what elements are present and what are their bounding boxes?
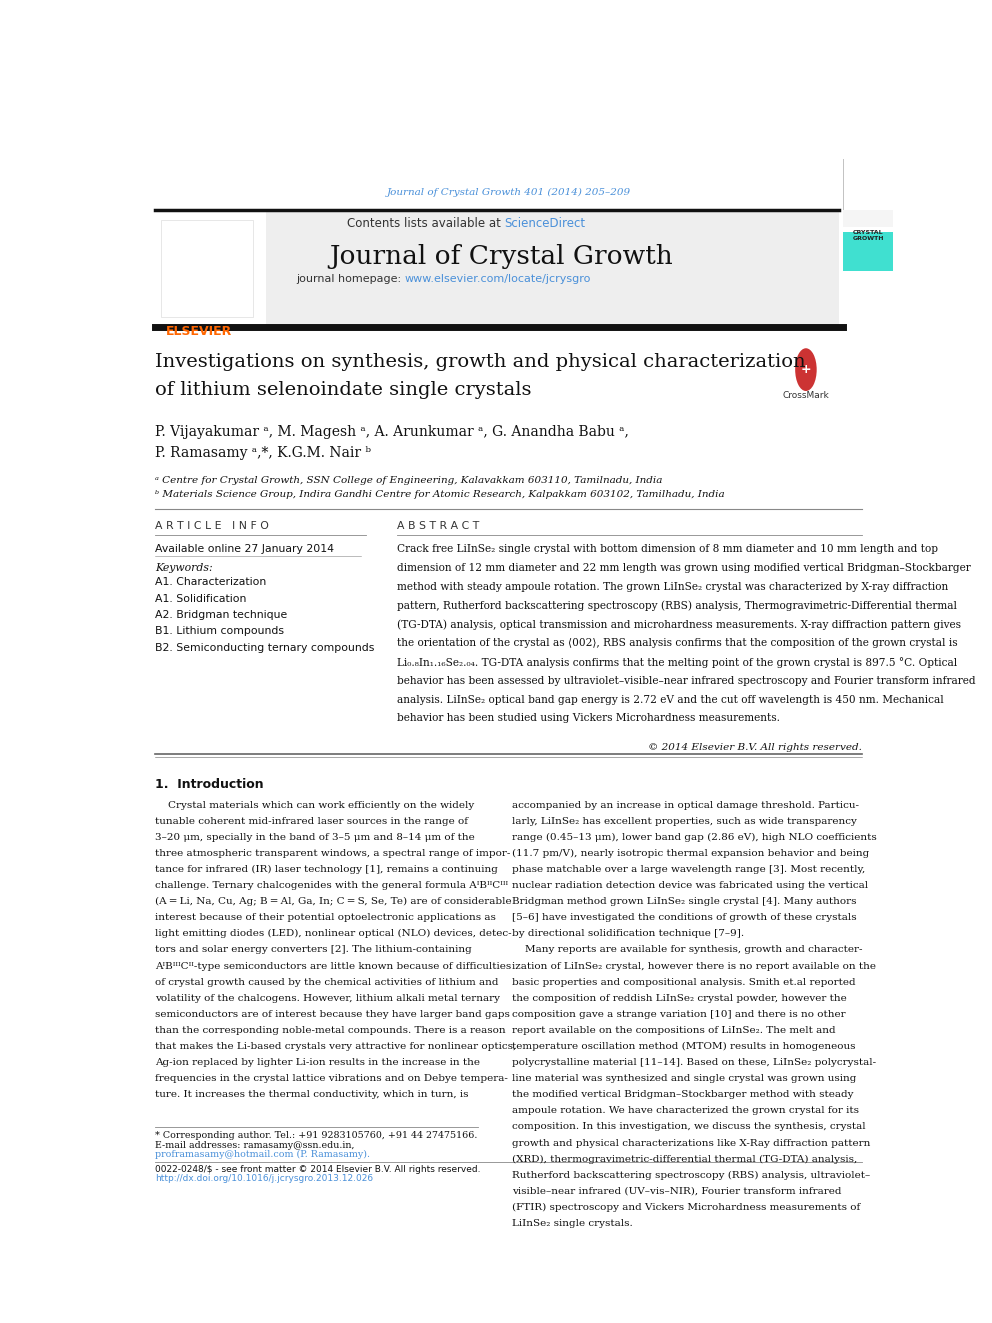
Text: ture. It increases the thermal conductivity, which in turn, is: ture. It increases the thermal conductiv… bbox=[155, 1090, 468, 1099]
Text: CrossMark: CrossMark bbox=[783, 392, 829, 400]
Text: ᵇ Materials Science Group, Indira Gandhi Centre for Atomic Research, Kalpakkam 6: ᵇ Materials Science Group, Indira Gandhi… bbox=[155, 490, 724, 499]
Text: phase matchable over a large wavelength range [3]. Most recently,: phase matchable over a large wavelength … bbox=[512, 865, 865, 875]
Text: that makes the Li-based crystals very attractive for nonlinear optics,: that makes the Li-based crystals very at… bbox=[155, 1043, 516, 1050]
Text: pattern, Rutherford backscattering spectroscopy (RBS) analysis, Thermogravimetri: pattern, Rutherford backscattering spect… bbox=[397, 601, 957, 611]
Text: growth and physical characterizations like X-Ray diffraction pattern: growth and physical characterizations li… bbox=[512, 1139, 871, 1147]
Text: P. Vijayakumar ᵃ, M. Magesh ᵃ, A. Arunkumar ᵃ, G. Anandha Babu ᵃ,: P. Vijayakumar ᵃ, M. Magesh ᵃ, A. Arunku… bbox=[155, 425, 629, 439]
Text: +: + bbox=[801, 363, 811, 376]
Text: www.elsevier.com/locate/jcrysgro: www.elsevier.com/locate/jcrysgro bbox=[405, 274, 591, 284]
Text: © 2014 Elsevier B.V. All rights reserved.: © 2014 Elsevier B.V. All rights reserved… bbox=[648, 744, 862, 753]
Text: CRYSTAL
GROWTH: CRYSTAL GROWTH bbox=[852, 230, 884, 241]
Text: Journal of Crystal Growth: Journal of Crystal Growth bbox=[328, 243, 673, 269]
Text: Rutherford backscattering spectroscopy (RBS) analysis, ultraviolet–: Rutherford backscattering spectroscopy (… bbox=[512, 1171, 871, 1180]
Text: temperature oscillation method (MTOM) results in homogeneous: temperature oscillation method (MTOM) re… bbox=[512, 1043, 856, 1050]
Text: 3–20 μm, specially in the band of 3–5 μm and 8–14 μm of the: 3–20 μm, specially in the band of 3–5 μm… bbox=[155, 832, 474, 841]
Text: 1.  Introduction: 1. Introduction bbox=[155, 778, 264, 791]
Bar bbox=[843, 271, 893, 283]
Text: A1. Solidification: A1. Solidification bbox=[155, 594, 246, 603]
Text: proframasamy@hotmail.com (P. Ramasamy).: proframasamy@hotmail.com (P. Ramasamy). bbox=[155, 1150, 370, 1159]
Text: [5–6] have investigated the conditions of growth of these crystals: [5–6] have investigated the conditions o… bbox=[512, 913, 857, 922]
Text: tors and solar energy converters [2]. The lithium-containing: tors and solar energy converters [2]. Th… bbox=[155, 946, 471, 954]
Text: tance for infrared (IR) laser technology [1], remains a continuing: tance for infrared (IR) laser technology… bbox=[155, 865, 498, 875]
Text: Ag-ion replaced by lighter Li-ion results in the increase in the: Ag-ion replaced by lighter Li-ion result… bbox=[155, 1058, 480, 1068]
Text: behavior has been assessed by ultraviolet–visible–near infrared spectroscopy and: behavior has been assessed by ultraviole… bbox=[397, 676, 975, 685]
Text: ᵃ Centre for Crystal Growth, SSN College of Engineering, Kalavakkam 603110, Tami: ᵃ Centre for Crystal Growth, SSN College… bbox=[155, 475, 662, 484]
Text: P. Ramasamy ᵃ,*, K.G.M. Nair ᵇ: P. Ramasamy ᵃ,*, K.G.M. Nair ᵇ bbox=[155, 446, 371, 460]
Text: by directional solidification technique [7–9].: by directional solidification technique … bbox=[512, 929, 744, 938]
Text: frequencies in the crystal lattice vibrations and on Debye tempera-: frequencies in the crystal lattice vibra… bbox=[155, 1074, 508, 1084]
Text: polycrystalline material [11–14]. Based on these, LiInSe₂ polycrystal-: polycrystalline material [11–14]. Based … bbox=[512, 1058, 876, 1068]
Text: the modified vertical Bridgman–Stockbarger method with steady: the modified vertical Bridgman–Stockbarg… bbox=[512, 1090, 854, 1099]
Bar bbox=[843, 209, 893, 228]
Text: A B S T R A C T: A B S T R A C T bbox=[397, 521, 479, 532]
Text: B1. Lithium compounds: B1. Lithium compounds bbox=[155, 626, 284, 636]
Text: http://dx.doi.org/10.1016/j.jcrysgro.2013.12.026: http://dx.doi.org/10.1016/j.jcrysgro.201… bbox=[155, 1175, 373, 1183]
Text: basic properties and compositional analysis. Smith et.al reported: basic properties and compositional analy… bbox=[512, 978, 856, 987]
Text: visible–near infrared (UV–vis–NIR), Fourier transform infrared: visible–near infrared (UV–vis–NIR), Four… bbox=[512, 1187, 842, 1196]
Text: method with steady ampoule rotation. The grown LiInSe₂ crystal was characterized: method with steady ampoule rotation. The… bbox=[397, 582, 948, 591]
Text: (FTIR) spectroscopy and Vickers Microhardness measurements of: (FTIR) spectroscopy and Vickers Microhar… bbox=[512, 1203, 860, 1212]
Text: A R T I C L E   I N F O: A R T I C L E I N F O bbox=[155, 521, 269, 532]
Text: range (0.45–13 μm), lower band gap (2.86 eV), high NLO coefficients: range (0.45–13 μm), lower band gap (2.86… bbox=[512, 832, 877, 841]
Text: B2. Semiconducting ternary compounds: B2. Semiconducting ternary compounds bbox=[155, 643, 374, 652]
Text: Many reports are available for synthesis, growth and character-: Many reports are available for synthesis… bbox=[512, 946, 863, 954]
Bar bbox=[843, 93, 893, 209]
Text: ampoule rotation. We have characterized the grown crystal for its: ampoule rotation. We have characterized … bbox=[512, 1106, 859, 1115]
Text: Crystal materials which can work efficiently on the widely: Crystal materials which can work efficie… bbox=[155, 800, 474, 810]
Text: Li₀.₈In₁.₁₆Se₂.₀₄. TG-DTA analysis confirms that the melting point of the grown : Li₀.₈In₁.₁₆Se₂.₀₄. TG-DTA analysis confi… bbox=[397, 658, 957, 668]
Text: of crystal growth caused by the chemical activities of lithium and: of crystal growth caused by the chemical… bbox=[155, 978, 498, 987]
Text: composition. In this investigation, we discuss the synthesis, crystal: composition. In this investigation, we d… bbox=[512, 1122, 866, 1131]
Text: challenge. Ternary chalcogenides with the general formula AᴵBᴵᴵCᴵᴵᴵ: challenge. Ternary chalcogenides with th… bbox=[155, 881, 508, 890]
Bar bbox=[155, 209, 839, 327]
Text: ization of LiInSe₂ crystal, however there is no report available on the: ization of LiInSe₂ crystal, however ther… bbox=[512, 962, 876, 971]
Text: line material was synthesized and single crystal was grown using: line material was synthesized and single… bbox=[512, 1074, 857, 1084]
Text: the orientation of the crystal as ⟨002⟩, RBS analysis confirms that the composit: the orientation of the crystal as ⟨002⟩,… bbox=[397, 638, 957, 648]
Text: ScienceDirect: ScienceDirect bbox=[505, 217, 585, 230]
Bar bbox=[161, 220, 253, 316]
Text: (11.7 pm/V), nearly isotropic thermal expansion behavior and being: (11.7 pm/V), nearly isotropic thermal ex… bbox=[512, 849, 870, 857]
Bar bbox=[843, 232, 893, 271]
Text: Contents lists available at: Contents lists available at bbox=[347, 217, 505, 230]
Bar bbox=[155, 209, 266, 327]
Text: 0022-0248/$ - see front matter © 2014 Elsevier B.V. All rights reserved.: 0022-0248/$ - see front matter © 2014 El… bbox=[155, 1166, 480, 1175]
Text: nuclear radiation detection device was fabricated using the vertical: nuclear radiation detection device was f… bbox=[512, 881, 868, 890]
Text: report available on the compositions of LiInSe₂. The melt and: report available on the compositions of … bbox=[512, 1025, 836, 1035]
Text: dimension of 12 mm diameter and 22 mm length was grown using modified vertical B: dimension of 12 mm diameter and 22 mm le… bbox=[397, 562, 971, 573]
Text: three atmospheric transparent windows, a spectral range of impor-: three atmospheric transparent windows, a… bbox=[155, 849, 510, 857]
Text: (TG-DTA) analysis, optical transmission and microhardness measurements. X-ray di: (TG-DTA) analysis, optical transmission … bbox=[397, 619, 961, 630]
Text: AᴵBᴵᴵᴵCᴵᴵ-type semiconductors are little known because of difficulties: AᴵBᴵᴵᴵCᴵᴵ-type semiconductors are little… bbox=[155, 962, 511, 971]
Text: Available online 27 January 2014: Available online 27 January 2014 bbox=[155, 544, 333, 554]
Text: of lithium selenoindate single crystals: of lithium selenoindate single crystals bbox=[155, 381, 532, 398]
Text: Crack free LiInSe₂ single crystal with bottom dimension of 8 mm diameter and 10 : Crack free LiInSe₂ single crystal with b… bbox=[397, 544, 937, 554]
Text: analysis. LiInSe₂ optical band gap energy is 2.72 eV and the cut off wavelength : analysis. LiInSe₂ optical band gap energ… bbox=[397, 695, 943, 705]
Text: accompanied by an increase in optical damage threshold. Particu-: accompanied by an increase in optical da… bbox=[512, 800, 859, 810]
Text: LiInSe₂ single crystals.: LiInSe₂ single crystals. bbox=[512, 1218, 633, 1228]
Text: Keywords:: Keywords: bbox=[155, 564, 212, 573]
Text: volatility of the chalcogens. However, lithium alkali metal ternary: volatility of the chalcogens. However, l… bbox=[155, 994, 500, 1003]
Text: tunable coherent mid-infrared laser sources in the range of: tunable coherent mid-infrared laser sour… bbox=[155, 816, 468, 826]
Ellipse shape bbox=[796, 348, 816, 392]
Text: Bridgman method grown LiInSe₂ single crystal [4]. Many authors: Bridgman method grown LiInSe₂ single cry… bbox=[512, 897, 857, 906]
Text: interest because of their potential optoelectronic applications as: interest because of their potential opto… bbox=[155, 913, 496, 922]
Text: journal homepage:: journal homepage: bbox=[296, 274, 405, 284]
Text: A2. Bridgman technique: A2. Bridgman technique bbox=[155, 610, 287, 620]
Text: behavior has been studied using Vickers Microhardness measurements.: behavior has been studied using Vickers … bbox=[397, 713, 780, 724]
Text: semiconductors are of interest because they have larger band gaps: semiconductors are of interest because t… bbox=[155, 1009, 510, 1019]
Text: than the corresponding noble-metal compounds. There is a reason: than the corresponding noble-metal compo… bbox=[155, 1025, 505, 1035]
Text: light emitting diodes (LED), nonlinear optical (NLO) devices, detec-: light emitting diodes (LED), nonlinear o… bbox=[155, 929, 512, 938]
Text: E-mail addresses: ramasamy@ssn.edu.in,: E-mail addresses: ramasamy@ssn.edu.in, bbox=[155, 1140, 354, 1150]
Text: larly, LiInSe₂ has excellent properties, such as wide transparency: larly, LiInSe₂ has excellent properties,… bbox=[512, 816, 857, 826]
Text: Journal of Crystal Growth 401 (2014) 205–209: Journal of Crystal Growth 401 (2014) 205… bbox=[386, 188, 631, 197]
Text: (XRD), thermogravimetric-differential thermal (TG-DTA) analysis,: (XRD), thermogravimetric-differential th… bbox=[512, 1155, 857, 1164]
Text: Investigations on synthesis, growth and physical characterization: Investigations on synthesis, growth and … bbox=[155, 353, 806, 372]
Text: the composition of reddish LiInSe₂ crystal powder, however the: the composition of reddish LiInSe₂ cryst… bbox=[512, 994, 847, 1003]
Text: (A = Li, Na, Cu, Ag; B = Al, Ga, In; C = S, Se, Te) are of considerable: (A = Li, Na, Cu, Ag; B = Al, Ga, In; C =… bbox=[155, 897, 512, 906]
Text: ELSEVIER: ELSEVIER bbox=[167, 325, 232, 337]
Text: * Corresponding author. Tel.: +91 9283105760, +91 44 27475166.: * Corresponding author. Tel.: +91 928310… bbox=[155, 1131, 477, 1139]
Text: composition gave a strange variation [10] and there is no other: composition gave a strange variation [10… bbox=[512, 1009, 846, 1019]
Text: A1. Characterization: A1. Characterization bbox=[155, 577, 266, 587]
